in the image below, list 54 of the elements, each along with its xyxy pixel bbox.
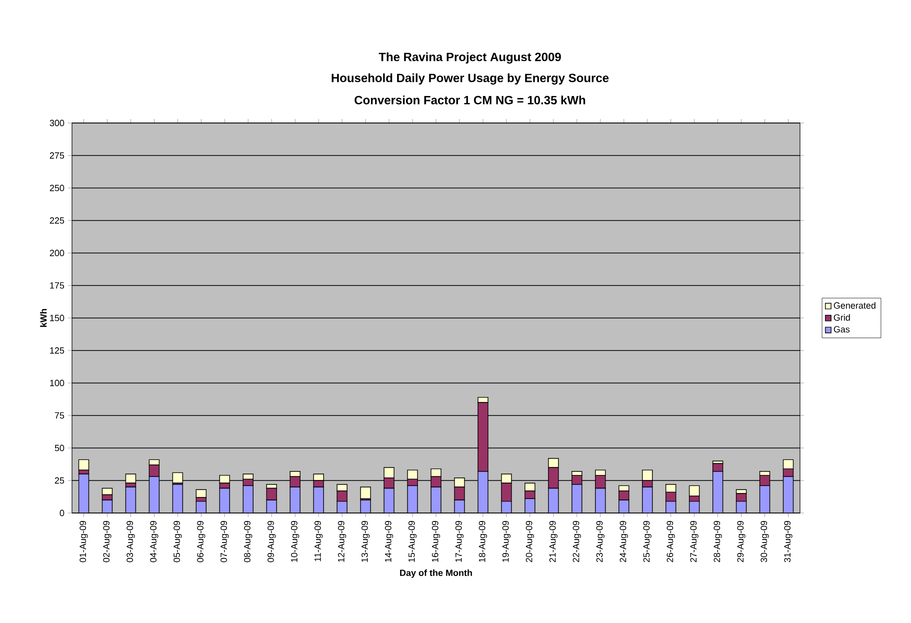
legend-label: Generated: [834, 302, 876, 309]
y-tick-label: 150: [50, 314, 64, 322]
x-tick-label: 31-Aug-09: [784, 520, 792, 562]
x-tick-label: 23-Aug-09: [596, 520, 604, 562]
bar: [125, 474, 136, 484]
y-tick-label: 125: [50, 347, 64, 354]
y-tick-label: 75: [54, 412, 64, 419]
legend-label: Gas: [834, 326, 850, 332]
x-tick-label: 26-Aug-09: [666, 520, 675, 562]
x-tick-label: 12-Aug-09: [338, 520, 346, 562]
x-tick-label: 21-Aug-09: [549, 520, 558, 562]
x-tick-label: 27-Aug-09: [690, 520, 698, 562]
x-tick-label: 14-Aug-09: [384, 520, 394, 562]
chart-subtitle: Household Daily Power Usage by Energy Source: [332, 73, 609, 85]
text: Conversion Factor 1 CM NG = 10.35 kWh: [354, 96, 586, 104]
x-tick-label: 10-Aug-09: [291, 520, 300, 562]
legend-label: Grid: [834, 314, 850, 321]
y-tick-label: 225: [50, 217, 64, 224]
bar: [196, 489, 207, 498]
x-tick-label: 13-Aug-09: [361, 520, 370, 562]
y-tick-label: 50: [54, 444, 64, 452]
x-tick-label: 11-Aug-09: [314, 520, 323, 562]
x-tick-label: 04-Aug-09: [150, 520, 158, 562]
x-tick-label: 29-Aug-09: [737, 520, 746, 562]
x-axis-title: Day of the Month: [400, 569, 472, 578]
x-tick-label: 02-Aug-09: [103, 520, 112, 562]
x-tick-label: 15-Aug-09: [408, 520, 417, 562]
x-tick-label: 17-Aug-09: [455, 520, 464, 562]
chart-title: The Ravina Project August 2009: [378, 52, 561, 64]
x-tick-label: 05-Aug-09: [174, 520, 182, 562]
x-tick-label: 25-Aug-09: [643, 520, 652, 562]
x-tick-label: 08-Aug-09: [244, 520, 252, 562]
x-tick-label: 18-Aug-09: [478, 520, 488, 562]
x-tick-label: 22-Aug-09: [572, 520, 581, 562]
x-tick-label: 06-Aug-09: [197, 520, 206, 562]
y-tick-label: 200: [50, 250, 64, 256]
y-tick-label: 25: [54, 477, 64, 484]
y-tick-label: 175: [50, 282, 64, 289]
x-tick-label: 19-Aug-09: [502, 520, 511, 562]
x-tick-label: 30-Aug-09: [760, 520, 769, 562]
x-tick-label: 20-Aug-09: [526, 520, 534, 562]
x-tick-label: 09-Aug-09: [268, 520, 276, 562]
x-tick-label: 28-Aug-09: [714, 520, 722, 562]
x-tick-label: 24-Aug-09: [620, 520, 628, 562]
y-tick-label: 250: [50, 184, 64, 192]
y-tick-label: 0: [60, 510, 64, 516]
y-axis-title: kWh: [40, 309, 47, 327]
y-tick-label: 300: [50, 120, 64, 126]
x-tick-label: 16-Aug-09: [432, 520, 440, 562]
x-tick-label: 03-Aug-09: [126, 520, 135, 562]
y-tick-label: 275: [50, 152, 64, 159]
x-tick-label: 01-Aug-09: [80, 520, 88, 562]
x-tick-label: 07-Aug-09: [220, 520, 229, 562]
y-tick-label: 100: [50, 380, 64, 386]
